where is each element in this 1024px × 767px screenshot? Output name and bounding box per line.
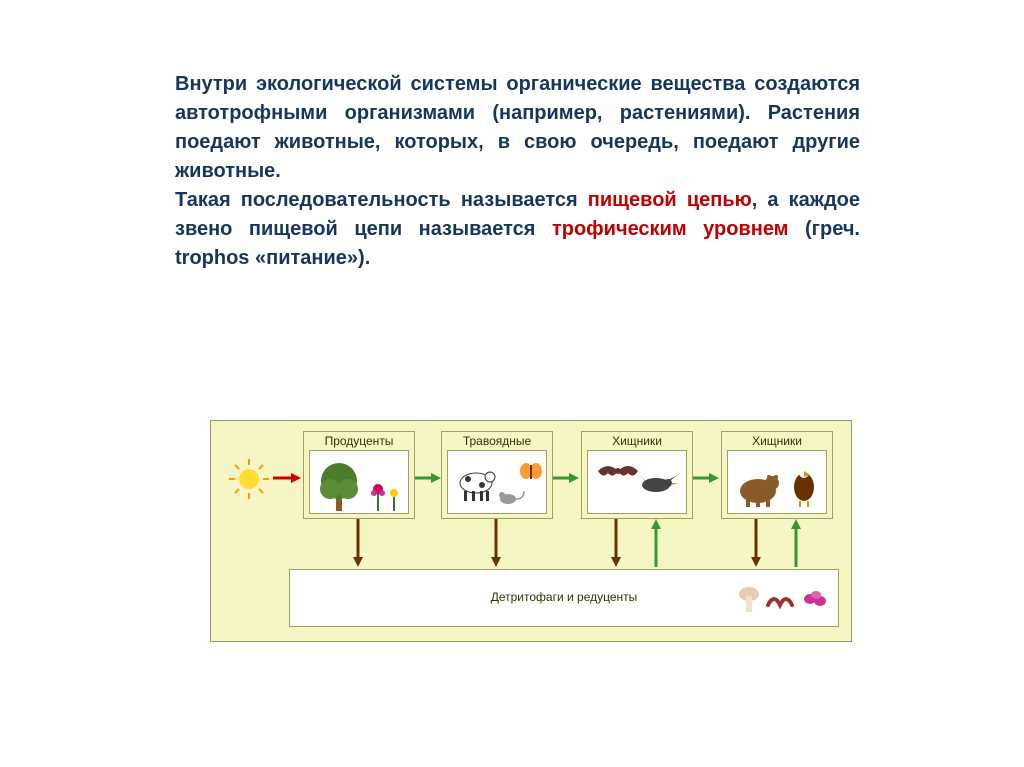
para1: Внутри экологической системы органически… <box>175 73 860 182</box>
arrow-down-4 <box>749 519 763 567</box>
bacteria-icon <box>802 589 830 609</box>
arrow-up-3 <box>649 519 663 567</box>
arrow-up-4 <box>789 519 803 567</box>
sun-icon <box>227 457 271 501</box>
box-decomposers: Детритофаги и редуценты <box>289 569 839 627</box>
arrow-down-1 <box>351 519 365 567</box>
food-chain-diagram: Продуценты Травоядные <box>210 420 852 642</box>
img-predators2 <box>727 450 827 514</box>
arrow-herbivores-predators1 <box>553 471 579 485</box>
img-predators1 <box>587 450 687 514</box>
term-trophic-level: трофическим уровнем <box>552 218 789 240</box>
arrow-predators1-predators2 <box>693 471 719 485</box>
box-herbivores: Травоядные <box>441 431 553 519</box>
description-text: Внутри экологической системы органически… <box>175 70 860 273</box>
box-producers: Продуценты <box>303 431 415 519</box>
arrow-down-3 <box>609 519 623 567</box>
label-predators1: Хищники <box>582 432 692 448</box>
label-herbivores: Травоядные <box>442 432 552 448</box>
para2a: Такая последовательность называется <box>175 189 588 211</box>
img-herbivores <box>447 450 547 514</box>
worm-icon <box>766 587 796 611</box>
decomposer-icons <box>738 584 830 614</box>
img-producers <box>309 450 409 514</box>
box-predators2: Хищники <box>721 431 833 519</box>
label-predators2: Хищники <box>722 432 832 448</box>
label-producers: Продуценты <box>304 432 414 448</box>
box-predators1: Хищники <box>581 431 693 519</box>
arrow-producers-herbivores <box>415 471 441 485</box>
arrow-sun-producers <box>273 471 301 485</box>
term-food-chain: пищевой цепью <box>588 189 752 211</box>
mushroom-icon <box>738 584 760 614</box>
arrow-down-2 <box>489 519 503 567</box>
